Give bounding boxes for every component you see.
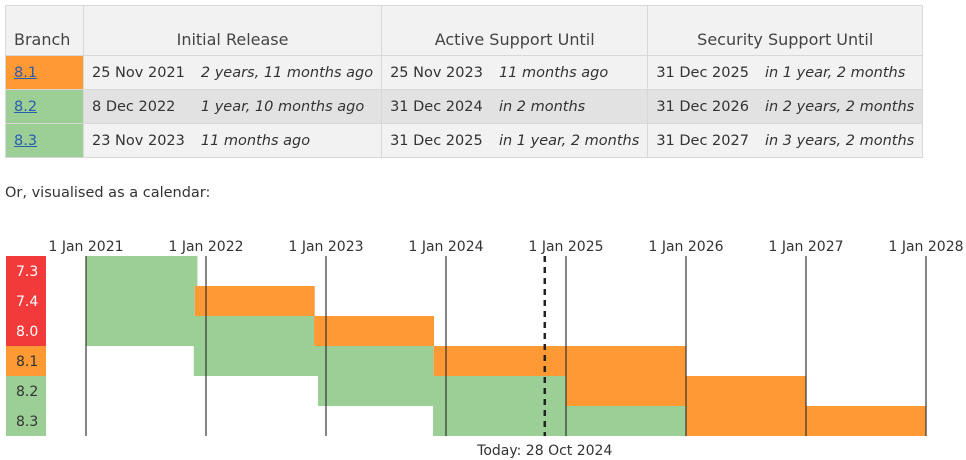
branch-label: 7.4 xyxy=(16,294,38,310)
security-support-relative: in 3 years, 2 months xyxy=(756,123,924,158)
year-label: 1 Jan 2021 xyxy=(48,239,123,255)
security-support-date: 31 Dec 2027 xyxy=(647,123,757,158)
calendar-intro-text: Or, visualised as a calendar: xyxy=(5,185,211,201)
active-support-bar xyxy=(86,316,315,346)
branch-label: 8.2 xyxy=(16,384,38,400)
active-support-date: 31 Dec 2024 xyxy=(381,89,491,124)
active-support-bar xyxy=(193,346,434,376)
security-support-relative: in 1 year, 2 months xyxy=(756,55,924,90)
year-label: 1 Jan 2028 xyxy=(888,239,963,255)
security-support-bar xyxy=(194,286,315,316)
year-label: 1 Jan 2024 xyxy=(408,239,483,255)
active-support-bar xyxy=(318,376,566,406)
initial-release-relative: 11 months ago xyxy=(192,123,383,158)
supported-versions-table: Branch Initial Release Active Support Un… xyxy=(5,5,924,158)
security-support-date: 31 Dec 2026 xyxy=(647,89,757,124)
branch-label: 8.0 xyxy=(16,324,38,340)
branch-label: 7.3 xyxy=(16,264,38,280)
branch-link-8-1[interactable]: 8.1 xyxy=(14,64,38,81)
branch-label-bg xyxy=(6,316,46,346)
active-support-relative: in 1 year, 2 months xyxy=(490,123,649,158)
security-support-bar xyxy=(433,346,686,376)
security-support-bar xyxy=(314,316,435,346)
year-label: 1 Jan 2025 xyxy=(528,239,603,255)
active-support-bar xyxy=(86,256,198,286)
active-support-relative: 11 months ago xyxy=(490,55,649,90)
branch-label-bg xyxy=(6,376,46,406)
active-support-date: 31 Dec 2025 xyxy=(381,123,491,158)
table-row: 8.1 25 Nov 2021 2 years, 11 months ago 2… xyxy=(5,55,924,90)
header-branch: Branch xyxy=(5,5,84,56)
active-support-bar xyxy=(86,286,195,316)
table-header-row: Branch Initial Release Active Support Un… xyxy=(5,5,924,56)
initial-release-date: 8 Dec 2022 xyxy=(82,89,193,124)
initial-release-date: 25 Nov 2021 xyxy=(82,55,193,90)
year-label: 1 Jan 2027 xyxy=(768,239,843,255)
branch-link-8-2[interactable]: 8.2 xyxy=(14,98,38,115)
branch-label-bg xyxy=(6,256,46,286)
header-security-support: Security Support Until xyxy=(647,5,924,56)
branch-label-bg xyxy=(6,406,46,436)
branch-cell: 8.1 xyxy=(5,55,84,90)
year-label: 1 Jan 2022 xyxy=(168,239,243,255)
branch-label: 8.3 xyxy=(16,414,38,430)
branch-cell: 8.3 xyxy=(5,123,84,158)
branch-label-bg xyxy=(6,286,46,316)
year-label: 1 Jan 2023 xyxy=(288,239,363,255)
initial-release-date: 23 Nov 2023 xyxy=(82,123,193,158)
branch-cell: 8.2 xyxy=(5,89,84,124)
active-support-bar xyxy=(433,406,686,436)
branch-link-8-3[interactable]: 8.3 xyxy=(14,132,38,149)
initial-release-relative: 2 years, 11 months ago xyxy=(192,55,383,90)
today-label: Today: 28 Oct 2024 xyxy=(476,443,612,459)
table-row: 8.3 23 Nov 2023 11 months ago 31 Dec 202… xyxy=(5,123,924,158)
branch-label: 8.1 xyxy=(16,354,38,370)
year-label: 1 Jan 2026 xyxy=(648,239,723,255)
branch-label-bg xyxy=(6,346,46,376)
